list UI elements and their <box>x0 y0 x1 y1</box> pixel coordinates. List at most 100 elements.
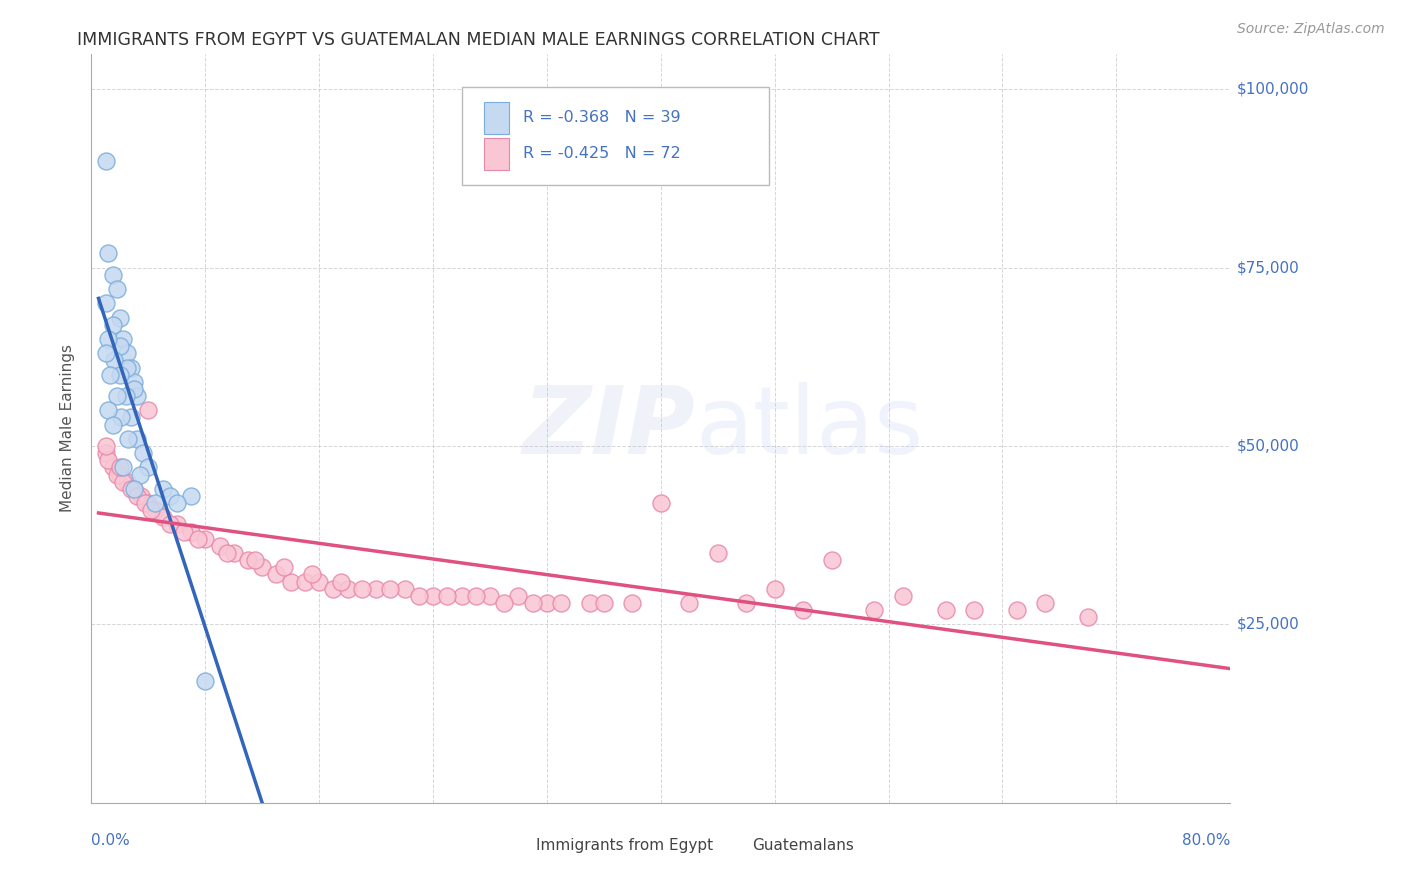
Point <box>934 603 956 617</box>
Y-axis label: Median Male Earnings: Median Male Earnings <box>60 344 76 512</box>
Point <box>215 546 238 560</box>
Point <box>863 603 886 617</box>
Text: 80.0%: 80.0% <box>1182 833 1230 848</box>
Point <box>129 489 152 503</box>
Point <box>322 582 344 596</box>
Point <box>236 553 259 567</box>
FancyBboxPatch shape <box>508 834 530 856</box>
Text: $75,000: $75,000 <box>1237 260 1301 275</box>
Point <box>152 510 174 524</box>
Point <box>1033 596 1056 610</box>
Point <box>294 574 316 589</box>
Point <box>173 524 195 539</box>
Point <box>508 589 530 603</box>
Point <box>105 282 128 296</box>
Point <box>145 503 167 517</box>
FancyBboxPatch shape <box>724 834 747 856</box>
Point <box>94 153 117 168</box>
Point <box>120 482 142 496</box>
Point <box>650 496 672 510</box>
Point <box>280 574 302 589</box>
Point <box>301 567 323 582</box>
Point <box>250 560 273 574</box>
Point <box>134 496 156 510</box>
Point <box>110 410 132 425</box>
Point <box>122 482 145 496</box>
Point <box>122 375 145 389</box>
Point <box>94 439 117 453</box>
Point <box>180 524 202 539</box>
Text: IMMIGRANTS FROM EGYPT VS GUATEMALAN MEDIAN MALE EARNINGS CORRELATION CHART: IMMIGRANTS FROM EGYPT VS GUATEMALAN MEDI… <box>77 31 880 49</box>
Point <box>101 460 124 475</box>
Point <box>963 603 986 617</box>
Text: Source: ZipAtlas.com: Source: ZipAtlas.com <box>1237 22 1385 37</box>
Text: $25,000: $25,000 <box>1237 617 1301 632</box>
Point <box>108 310 131 325</box>
Point <box>122 382 145 396</box>
Point <box>125 389 148 403</box>
Point <box>222 546 245 560</box>
Point <box>450 589 472 603</box>
FancyBboxPatch shape <box>484 138 509 169</box>
Point <box>464 589 486 603</box>
Point <box>97 403 120 417</box>
Point <box>138 403 160 417</box>
Point <box>1005 603 1028 617</box>
Point <box>394 582 416 596</box>
Point <box>108 460 131 475</box>
Point <box>735 596 758 610</box>
Point <box>494 596 516 610</box>
Point <box>125 489 148 503</box>
Point <box>194 532 217 546</box>
Point <box>1077 610 1099 624</box>
Point <box>122 482 145 496</box>
Point <box>125 432 148 446</box>
Point <box>180 489 202 503</box>
Point <box>891 589 914 603</box>
Point <box>536 596 558 610</box>
Point <box>550 596 572 610</box>
Text: R = -0.368   N = 39: R = -0.368 N = 39 <box>523 111 681 126</box>
Point <box>105 467 128 482</box>
Point <box>101 417 124 432</box>
Point <box>97 453 120 467</box>
Point <box>678 596 700 610</box>
Point <box>436 589 458 603</box>
Point <box>111 475 134 489</box>
Point <box>408 589 430 603</box>
Text: $100,000: $100,000 <box>1237 82 1309 96</box>
Point <box>138 460 160 475</box>
Point <box>111 332 134 346</box>
Point <box>103 353 125 368</box>
Point <box>422 589 444 603</box>
Point <box>522 596 544 610</box>
Point <box>821 553 844 567</box>
Point <box>159 517 181 532</box>
Point <box>152 482 174 496</box>
Text: atlas: atlas <box>695 382 924 475</box>
Point <box>141 503 163 517</box>
Point <box>101 318 124 332</box>
Point <box>97 246 120 260</box>
Point <box>98 368 121 382</box>
Text: 0.0%: 0.0% <box>91 833 131 848</box>
Point <box>97 332 120 346</box>
Text: R = -0.425   N = 72: R = -0.425 N = 72 <box>523 146 681 161</box>
Point <box>101 268 124 282</box>
Point <box>308 574 330 589</box>
Point <box>166 517 188 532</box>
Point <box>792 603 814 617</box>
FancyBboxPatch shape <box>484 103 509 134</box>
Point <box>138 496 160 510</box>
Point <box>336 582 359 596</box>
Point <box>128 467 150 482</box>
Point <box>243 553 266 567</box>
Point <box>115 360 138 375</box>
Point <box>208 539 231 553</box>
Point <box>350 582 373 596</box>
Point <box>108 467 131 482</box>
Point <box>478 589 502 603</box>
Point <box>108 368 131 382</box>
Point <box>117 432 139 446</box>
Point <box>105 389 128 403</box>
